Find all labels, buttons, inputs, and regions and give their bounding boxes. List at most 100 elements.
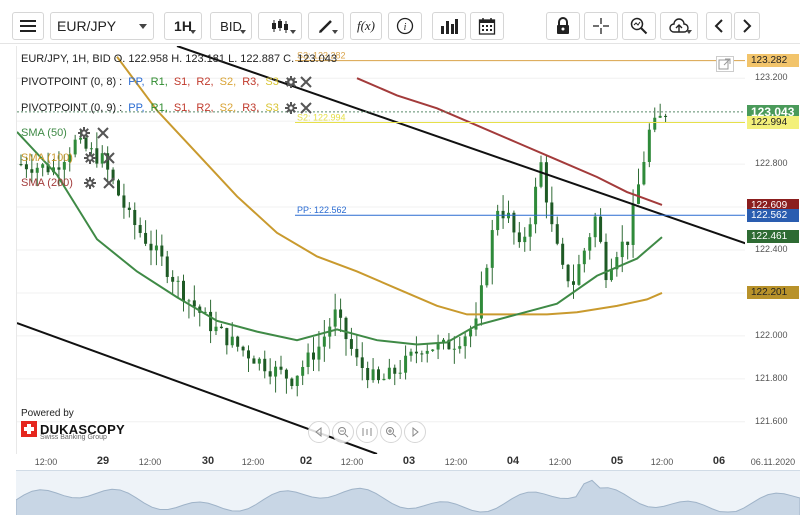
zoom-in-button[interactable]	[380, 421, 402, 443]
gear-icon[interactable]	[284, 102, 297, 114]
price-tag: 122.609	[747, 198, 799, 212]
lock-button[interactable]	[546, 12, 580, 40]
candle-body	[561, 243, 565, 265]
volume-button[interactable]	[432, 12, 466, 40]
candle-body	[41, 164, 45, 168]
function-button[interactable]: f(x)	[350, 12, 382, 40]
candles-icon	[271, 18, 289, 34]
toolbar: EUR/JPY 1H BID f(x) i	[0, 0, 800, 44]
candle-body	[322, 336, 326, 347]
candle-body	[106, 153, 110, 170]
pivot-label-pp: PP,	[128, 76, 145, 88]
step-back-button[interactable]	[308, 421, 330, 443]
candle-body	[501, 210, 505, 219]
zoom-icon	[630, 17, 648, 35]
time-tick-label: 12:00	[650, 457, 674, 467]
candle-body	[203, 311, 207, 313]
zoom-out-button[interactable]	[332, 421, 354, 443]
zoom-in-icon	[386, 427, 397, 438]
crosshair-button[interactable]	[584, 12, 618, 40]
chart-type-button[interactable]	[258, 12, 302, 40]
close-icon[interactable]	[97, 127, 109, 139]
pivot-label-r1: R1,	[150, 102, 168, 114]
fit-button[interactable]	[356, 421, 378, 443]
close-icon[interactable]	[300, 102, 312, 114]
candle-body	[122, 195, 126, 208]
pivot-line-label: PP: 122.562	[297, 205, 347, 215]
timeframe-button[interactable]: 1H	[164, 12, 202, 40]
sma100-line	[116, 56, 663, 316]
time-tick-label: 06	[712, 455, 726, 467]
chevron-right-icon	[742, 19, 752, 33]
navigator-chart	[16, 479, 800, 515]
price-tick-label: 122.400	[755, 244, 788, 254]
gear-icon[interactable]	[83, 177, 96, 189]
draw-button[interactable]	[308, 12, 344, 40]
sma200-line	[356, 77, 663, 206]
candle-body	[171, 276, 175, 282]
price-tag: 123.282	[747, 54, 799, 68]
upload-button[interactable]	[660, 12, 698, 40]
pivot-separator: :	[119, 102, 123, 114]
close-icon[interactable]	[103, 177, 115, 189]
candle-body	[485, 267, 489, 286]
gear-icon[interactable]	[83, 152, 96, 164]
pivot-label-r3: R3,	[242, 102, 260, 114]
candle-body	[479, 285, 483, 319]
candle-body	[154, 245, 158, 251]
candle-body	[414, 351, 418, 354]
candle-body	[182, 280, 185, 302]
chart-area[interactable]: S3: 123.282 S2: 122.994 PP: 122.562	[16, 46, 745, 454]
zoom-out-icon	[338, 427, 349, 438]
candle-body	[89, 148, 93, 150]
chevron-left-icon	[714, 19, 724, 33]
time-tick-label: 12:00	[34, 457, 58, 467]
pivot-indicator-name: PIVOTPOINT (0, 8)	[21, 76, 117, 88]
candle-body	[138, 225, 142, 233]
scroll-right-button[interactable]	[734, 12, 760, 40]
candle-body	[24, 164, 28, 170]
pivot-label-r2: R2,	[196, 76, 214, 88]
close-icon[interactable]	[103, 152, 115, 164]
external-link-icon	[718, 58, 731, 70]
candle-body	[431, 349, 435, 351]
pivot-label-s3: S3	[265, 102, 279, 114]
sma100-indicator: SMA (100)	[21, 152, 115, 164]
candle-body	[133, 209, 137, 226]
candle-body	[219, 326, 223, 329]
candle-body	[279, 366, 283, 370]
candle-body	[490, 230, 494, 268]
time-tick-label: 12:00	[241, 457, 265, 467]
step-forward-button[interactable]	[404, 421, 426, 443]
time-axis: 12:00 29 12:00 30 12:00 02 12:00 03 12:00 04 12:00…	[16, 454, 800, 470]
gear-icon[interactable]	[284, 76, 297, 88]
info-button[interactable]: i	[388, 12, 422, 40]
candle-body	[176, 280, 180, 282]
time-tick-label: 06.11.2020	[750, 457, 796, 467]
price-tick-label: 122.000	[755, 329, 788, 340]
calendar-button[interactable]	[470, 12, 504, 40]
zoom-controls	[308, 421, 426, 443]
pivot-separator: :	[119, 76, 123, 88]
side-button[interactable]: BID	[210, 12, 252, 40]
popout-button[interactable]	[716, 56, 734, 72]
zoom-button[interactable]	[622, 12, 656, 40]
chevron-down-icon	[290, 30, 296, 34]
candle-body	[290, 378, 294, 387]
scroll-left-button[interactable]	[706, 12, 732, 40]
close-icon[interactable]	[300, 76, 312, 88]
price-tag: 122.562	[747, 208, 799, 222]
candle-body	[236, 336, 240, 347]
candle-body	[268, 371, 272, 377]
candle-body	[295, 375, 299, 387]
symbol-selector[interactable]: EUR/JPY	[50, 12, 154, 40]
candle-body	[339, 309, 343, 318]
time-tick-label: 12:00	[444, 457, 468, 467]
gear-icon[interactable]	[77, 127, 90, 139]
candle-body	[387, 367, 391, 379]
pivot-label-s2: S2,	[219, 102, 237, 114]
candle-body	[187, 300, 191, 302]
navigator[interactable]	[16, 470, 800, 515]
menu-button[interactable]	[12, 12, 44, 40]
